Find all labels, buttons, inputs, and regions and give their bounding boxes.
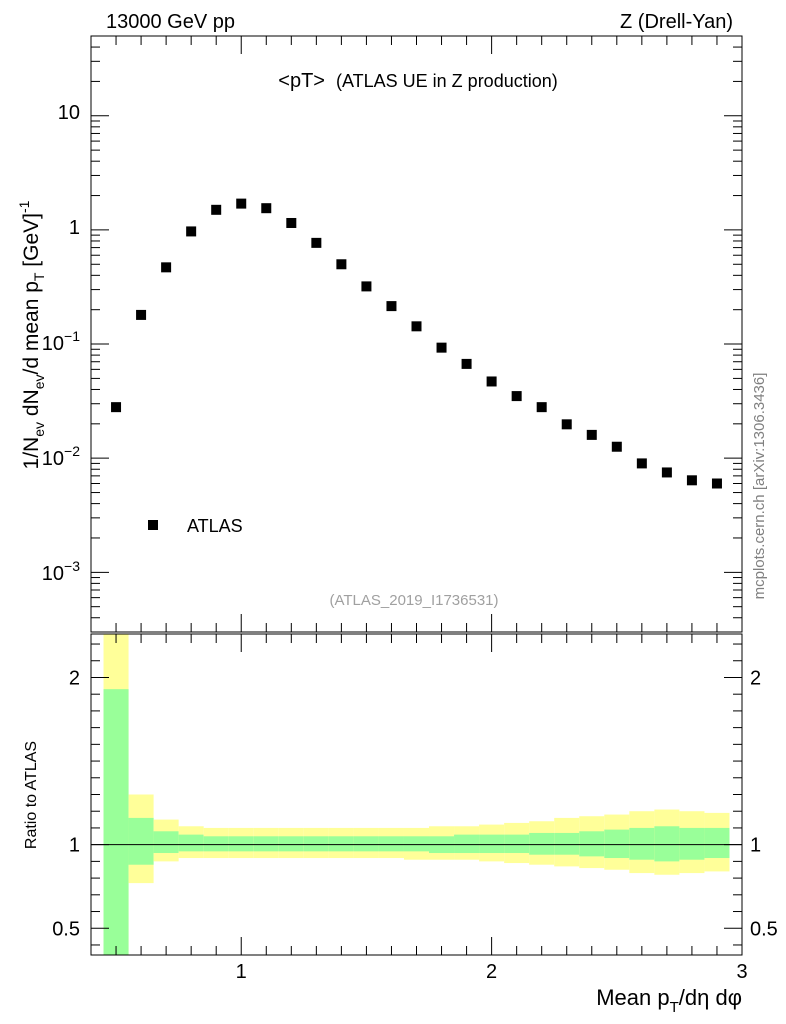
ratio-band-green [303, 836, 329, 852]
atlas-data-point [286, 217, 297, 228]
main-panel: <pT> (ATLAS UE in Z production) 10−3 10−… [16, 35, 743, 633]
y-tick-label-1: 1 [69, 217, 80, 239]
ratio-band-green [228, 836, 254, 852]
atlas-data-point [261, 203, 272, 214]
ratio-band-green [353, 836, 379, 852]
atlas-data-point [486, 376, 497, 387]
legend-marker [148, 520, 158, 530]
atlas-data-point [211, 204, 222, 215]
ratio-y-tick-label: 2 [69, 667, 80, 689]
atlas-data-markers [111, 198, 722, 489]
legend-entry-atlas: ATLAS [187, 516, 243, 536]
main-title-main: <pT> [278, 70, 325, 92]
atlas-data-point [511, 391, 522, 402]
x-axis-label: Mean pT/dη dφ [596, 985, 742, 1016]
atlas-data-point [711, 478, 722, 489]
atlas-data-point [311, 237, 322, 248]
ratio-band-green [479, 834, 505, 854]
atlas-data-point [186, 226, 197, 237]
ratio-band-green [604, 829, 630, 859]
ratio-band-green [378, 836, 404, 852]
ratio-band-green [679, 827, 705, 860]
ratio-y-tick-label-right: 1 [750, 835, 761, 857]
header-right-label: Z (Drell-Yan) [620, 11, 733, 33]
atlas-data-point [686, 475, 697, 486]
x-tick-label: 2 [486, 961, 497, 983]
atlas-data-point [436, 342, 447, 353]
y-tick-label-1e-1: 10−1 [42, 328, 80, 355]
ratio-band-green [278, 836, 304, 852]
main-axis-ticks [90, 35, 743, 633]
ratio-band-green [403, 836, 430, 852]
y-tick-label-10: 10 [58, 102, 80, 124]
ratio-band-green [704, 827, 730, 859]
ratio-band-green [529, 832, 555, 855]
atlas-data-point [361, 281, 372, 292]
main-title: <pT> (ATLAS UE in Z production) [278, 70, 557, 92]
ratio-axis-ticks [90, 634, 743, 955]
x-tick-label: 3 [736, 961, 747, 983]
atlas-data-point [386, 301, 397, 312]
ratio-y-tick-label: 1 [69, 835, 80, 857]
atlas-data-point [461, 358, 472, 369]
main-frame [90, 35, 743, 633]
atlas-data-point [586, 429, 597, 440]
ratio-x-tick-labels: 1 2 3 [236, 961, 748, 983]
ratio-y-tick-labels-right: 0.5 1 2 [750, 667, 778, 940]
main-y-tick-labels: 10−3 10−2 10−1 1 10 [42, 102, 80, 585]
y-tick-label-1e-2: 10−2 [42, 443, 80, 470]
ratio-band-green [178, 834, 204, 852]
ratio-y-tick-label-right: 2 [750, 667, 761, 689]
atlas-data-point [136, 309, 147, 320]
atlas-data-point [236, 198, 247, 209]
ratio-band-green [153, 831, 179, 854]
ratio-band-green [253, 836, 279, 852]
ratio-panel: 0.5 1 2 0.5 1 2 1 2 3 Ratio to ATLAS Mean pT/d… [23, 633, 778, 1016]
ratio-band-green [579, 831, 605, 857]
ratio-band-green [654, 826, 680, 862]
mcplots-side-label: mcplots.cern.ch [arXiv:1306.3436] [751, 373, 768, 600]
ratio-y-axis-label: Ratio to ATLAS [23, 741, 40, 849]
ratio-band-green [454, 834, 480, 854]
ratio-y-tick-label: 0.5 [52, 918, 80, 940]
ratio-frame [90, 633, 743, 956]
header-left-label: 13000 GeV pp [106, 11, 235, 33]
atlas-data-point [161, 262, 172, 273]
atlas-data-point [611, 441, 622, 452]
analysis-annotation: (ATLAS_2019_I1736531) [329, 592, 498, 609]
ratio-band-green [103, 689, 129, 955]
x-tick-label: 1 [236, 961, 247, 983]
atlas-data-point [636, 458, 647, 469]
atlas-data-point [561, 419, 572, 430]
main-title-sub: (ATLAS UE in Z production) [336, 71, 558, 91]
ratio-y-tick-label-right: 0.5 [750, 918, 778, 940]
main-y-axis-label: 1/Nev dNev/d mean pT [GeV]-1 [16, 200, 47, 469]
ratio-band-green [554, 832, 580, 855]
atlas-data-point [661, 467, 672, 478]
ratio-band-green [629, 827, 655, 860]
ratio-bands [103, 634, 730, 955]
ratio-band-green [203, 836, 229, 852]
atlas-data-point [336, 259, 347, 270]
y-tick-label-1e-3: 10−3 [42, 558, 80, 585]
atlas-data-point [536, 402, 547, 413]
atlas-data-point [411, 321, 422, 332]
atlas-data-point [111, 402, 122, 413]
ratio-band-green [128, 817, 154, 865]
ratio-y-tick-labels-left: 0.5 1 2 [52, 667, 80, 940]
ratio-band-green [328, 836, 354, 852]
ratio-band-green [504, 834, 530, 854]
